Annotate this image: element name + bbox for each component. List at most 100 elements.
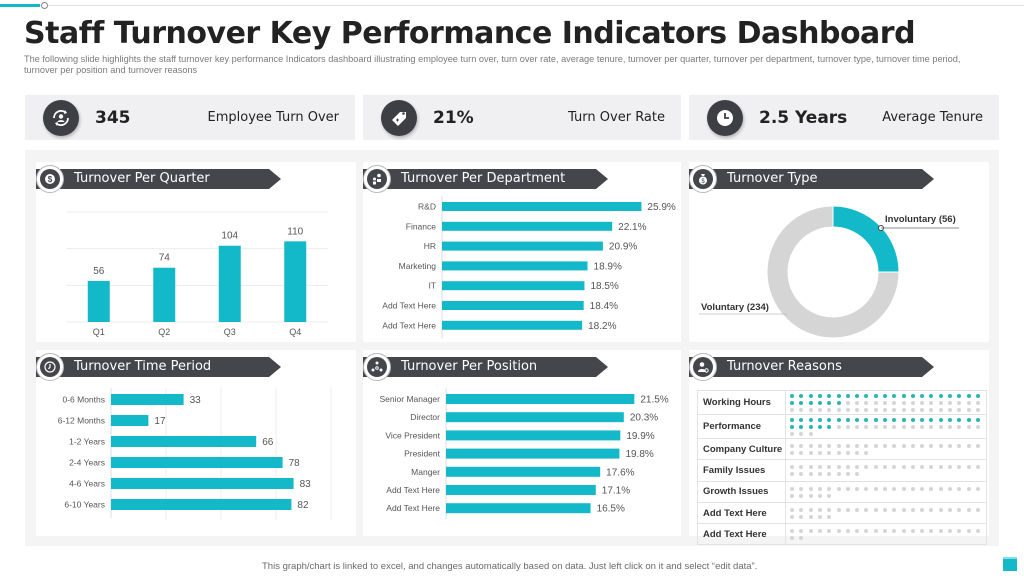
dot bbox=[947, 465, 952, 470]
dot bbox=[855, 425, 860, 429]
page-title: Staff Turnover Key Performance Indicator… bbox=[24, 16, 916, 51]
dot bbox=[966, 408, 971, 412]
dot-row bbox=[789, 424, 986, 431]
bar bbox=[218, 245, 241, 322]
dot bbox=[836, 529, 841, 534]
dot bbox=[790, 486, 795, 491]
dot-highlighted bbox=[892, 418, 897, 422]
tick-label: President bbox=[404, 449, 441, 459]
data-label: 22.1% bbox=[618, 222, 646, 233]
dot bbox=[845, 444, 850, 449]
dot-highlighted bbox=[883, 418, 887, 422]
data-label: 18.2% bbox=[588, 321, 616, 332]
dot-highlighted bbox=[799, 425, 804, 429]
money-bag-icon: $ bbox=[689, 165, 717, 193]
org-chart-icon bbox=[363, 353, 391, 381]
dot bbox=[799, 493, 804, 498]
dot bbox=[957, 425, 962, 429]
bar bbox=[446, 466, 601, 477]
dot bbox=[873, 486, 878, 491]
dot bbox=[808, 472, 813, 477]
dot bbox=[975, 425, 980, 429]
dot bbox=[790, 508, 795, 513]
dot bbox=[947, 408, 952, 412]
dot bbox=[845, 425, 850, 429]
dot bbox=[975, 465, 980, 470]
dot bbox=[827, 444, 832, 449]
dot-highlighted bbox=[827, 425, 832, 429]
tick-label: R&D bbox=[418, 202, 436, 212]
dot bbox=[883, 408, 887, 412]
user-gear-icon bbox=[689, 353, 717, 381]
dot-row bbox=[789, 486, 986, 493]
reason-dots bbox=[785, 523, 987, 546]
dot bbox=[901, 486, 906, 491]
reason-label: Add Text Here bbox=[697, 523, 786, 546]
tick-label: Q4 bbox=[289, 327, 301, 337]
dot bbox=[901, 529, 906, 534]
dot bbox=[808, 451, 813, 456]
dot bbox=[892, 401, 897, 405]
kpi-label: Average Tenure bbox=[882, 110, 983, 125]
section-header: Turnover Per Department bbox=[363, 165, 608, 193]
tick-label: IT bbox=[428, 281, 436, 291]
corner-marker bbox=[1003, 557, 1017, 571]
dot bbox=[957, 486, 962, 491]
dot bbox=[920, 408, 925, 412]
dot bbox=[910, 408, 915, 412]
tick-label: 0-6 Months bbox=[62, 395, 105, 405]
bar bbox=[446, 448, 620, 459]
dot bbox=[873, 529, 878, 534]
data-label: 19.9% bbox=[626, 431, 654, 442]
dot-highlighted bbox=[929, 394, 934, 398]
dot bbox=[818, 444, 823, 449]
dot bbox=[892, 508, 897, 513]
dot-highlighted bbox=[799, 418, 804, 422]
dot bbox=[864, 408, 869, 412]
section-header: Turnover Time Period bbox=[36, 353, 281, 381]
dot bbox=[910, 425, 915, 429]
bar bbox=[442, 261, 588, 271]
dot bbox=[920, 486, 925, 491]
dot bbox=[845, 529, 850, 534]
dot bbox=[836, 486, 841, 491]
dot bbox=[827, 508, 832, 513]
bar bbox=[111, 499, 292, 510]
dot bbox=[883, 401, 887, 405]
dot bbox=[892, 444, 897, 449]
bar bbox=[111, 394, 184, 405]
dot bbox=[957, 508, 962, 513]
dot bbox=[938, 529, 943, 534]
dot bbox=[873, 508, 878, 513]
people-transfer-icon bbox=[363, 165, 391, 193]
dot bbox=[790, 515, 795, 520]
dot-highlighted bbox=[818, 394, 823, 398]
data-label: 74 bbox=[159, 253, 171, 264]
dot bbox=[966, 508, 971, 513]
dot bbox=[818, 486, 823, 491]
dot bbox=[938, 486, 943, 491]
bar bbox=[87, 280, 110, 322]
dot bbox=[920, 465, 925, 470]
section-title: Turnover Per Quarter bbox=[74, 171, 210, 186]
data-label: 66 bbox=[262, 437, 274, 448]
tick-label: Add Text Here bbox=[382, 320, 436, 330]
dot-highlighted bbox=[818, 425, 823, 429]
dot bbox=[855, 401, 860, 405]
top-rule bbox=[0, 5, 1024, 6]
data-label: 33 bbox=[190, 395, 202, 406]
dot-highlighted bbox=[966, 394, 971, 398]
dot bbox=[938, 425, 943, 429]
dot bbox=[799, 486, 804, 491]
bar bbox=[153, 267, 176, 322]
section-title: Turnover Type bbox=[727, 171, 818, 186]
bar bbox=[442, 281, 585, 291]
dot-highlighted bbox=[873, 394, 878, 398]
bar bbox=[111, 415, 149, 426]
dot bbox=[855, 486, 860, 491]
dot-highlighted bbox=[957, 394, 962, 398]
dot-highlighted bbox=[790, 425, 795, 429]
dot bbox=[808, 529, 813, 534]
dot bbox=[947, 508, 952, 513]
dot-highlighted bbox=[845, 418, 850, 422]
